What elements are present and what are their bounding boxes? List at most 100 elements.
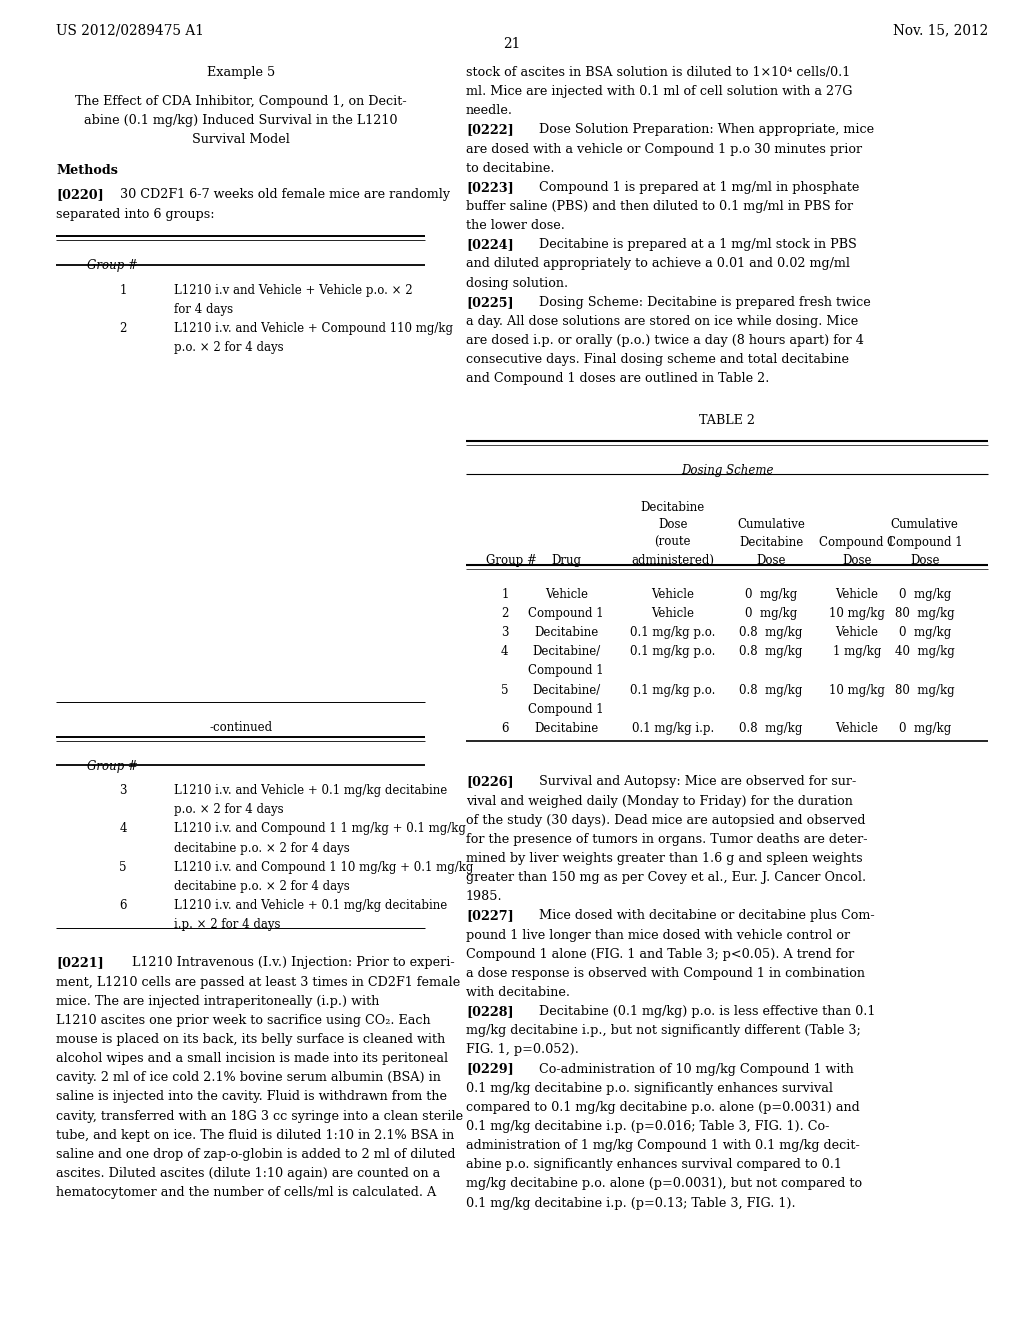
Text: [0220]: [0220] [56,189,104,202]
Text: for the presence of tumors in organs. Tumor deaths are deter-: for the presence of tumors in organs. Tu… [466,833,867,846]
Text: 0  mg/kg: 0 mg/kg [744,587,798,601]
Text: Methods: Methods [56,164,118,177]
Text: 2: 2 [501,607,509,620]
Text: Mice dosed with decitabine or decitabine plus Com-: Mice dosed with decitabine or decitabine… [527,909,874,923]
Text: to decitabine.: to decitabine. [466,161,554,174]
Text: mg/kg decitabine p.o. alone (p=0.0031), but not compared to: mg/kg decitabine p.o. alone (p=0.0031), … [466,1177,862,1191]
Text: L1210 Intravenous (I.v.) Injection: Prior to experi-: L1210 Intravenous (I.v.) Injection: Prio… [120,957,455,969]
Text: of the study (30 days). Dead mice are autopsied and observed: of the study (30 days). Dead mice are au… [466,813,865,826]
Text: L1210 i.v. and Compound 1 10 mg/kg + 0.1 mg/kg: L1210 i.v. and Compound 1 10 mg/kg + 0.1… [174,861,473,874]
Text: (route: (route [654,536,691,549]
Text: Group #: Group # [87,260,138,272]
Text: L1210 i.v. and Vehicle + 0.1 mg/kg decitabine: L1210 i.v. and Vehicle + 0.1 mg/kg decit… [174,784,447,797]
Text: [0222]: [0222] [466,123,514,136]
Text: a dose response is observed with Compound 1 in combination: a dose response is observed with Compoun… [466,966,865,979]
Text: and Compound 1 doses are outlined in Table 2.: and Compound 1 doses are outlined in Tab… [466,372,769,385]
Text: pound 1 live longer than mice dosed with vehicle control or: pound 1 live longer than mice dosed with… [466,928,850,941]
Text: 6: 6 [501,722,509,735]
Text: 0  mg/kg: 0 mg/kg [898,722,951,735]
Text: 0  mg/kg: 0 mg/kg [744,607,798,620]
Text: 10 mg/kg: 10 mg/kg [829,607,885,620]
Text: [0223]: [0223] [466,181,514,194]
Text: with decitabine.: with decitabine. [466,986,570,999]
Text: cavity. 2 ml of ice cold 2.1% bovine serum albumin (BSA) in: cavity. 2 ml of ice cold 2.1% bovine ser… [56,1072,441,1084]
Text: L1210 i.v and Vehicle + Vehicle p.o. × 2: L1210 i.v and Vehicle + Vehicle p.o. × 2 [174,284,413,297]
Text: 0.8  mg/kg: 0.8 mg/kg [739,684,803,697]
Text: administration of 1 mg/kg Compound 1 with 0.1 mg/kg decit-: administration of 1 mg/kg Compound 1 wit… [466,1139,860,1152]
Text: 0.1 mg/kg decitabine p.o. significantly enhances survival: 0.1 mg/kg decitabine p.o. significantly … [466,1081,833,1094]
Text: 5: 5 [501,684,509,697]
Text: Nov. 15, 2012: Nov. 15, 2012 [893,24,988,38]
Text: dosing solution.: dosing solution. [466,276,568,289]
Text: 1: 1 [119,284,127,297]
Text: p.o. × 2 for 4 days: p.o. × 2 for 4 days [174,804,284,816]
Text: 0.1 mg/kg p.o.: 0.1 mg/kg p.o. [630,684,716,697]
Text: Drug: Drug [551,554,582,568]
Text: 80  mg/kg: 80 mg/kg [895,607,954,620]
Text: 4: 4 [501,645,509,659]
Text: Compound 1: Compound 1 [819,536,895,549]
Text: [0226]: [0226] [466,775,514,788]
Text: abine (0.1 mg/kg) Induced Survival in the L1210: abine (0.1 mg/kg) Induced Survival in th… [84,114,397,127]
Text: 1985.: 1985. [466,890,503,903]
Text: 0.8  mg/kg: 0.8 mg/kg [739,722,803,735]
Text: decitabine p.o. × 2 for 4 days: decitabine p.o. × 2 for 4 days [174,842,350,854]
Text: Vehicle: Vehicle [836,587,879,601]
Text: US 2012/0289475 A1: US 2012/0289475 A1 [56,24,204,38]
Text: ml. Mice are injected with 0.1 ml of cell solution with a 27G: ml. Mice are injected with 0.1 ml of cel… [466,86,852,98]
Text: abine p.o. significantly enhances survival compared to 0.1: abine p.o. significantly enhances surviv… [466,1158,842,1171]
Text: greater than 150 mg as per Covey et al., Eur. J. Cancer Oncol.: greater than 150 mg as per Covey et al.,… [466,871,866,884]
Text: Co-administration of 10 mg/kg Compound 1 with: Co-administration of 10 mg/kg Compound 1… [527,1063,854,1076]
Text: buffer saline (PBS) and then diluted to 0.1 mg/ml in PBS for: buffer saline (PBS) and then diluted to … [466,199,853,213]
Text: Compound 1 is prepared at 1 mg/ml in phosphate: Compound 1 is prepared at 1 mg/ml in pho… [527,181,860,194]
Text: 2: 2 [119,322,127,335]
Text: 0  mg/kg: 0 mg/kg [898,626,951,639]
Text: hematocytomer and the number of cells/ml is calculated. A: hematocytomer and the number of cells/ml… [56,1187,436,1199]
Text: [0224]: [0224] [466,238,514,251]
Text: 0.1 mg/kg decitabine i.p. (p=0.016; Table 3, FIG. 1). Co-: 0.1 mg/kg decitabine i.p. (p=0.016; Tabl… [466,1119,829,1133]
Text: mouse is placed on its back, its belly surface is cleaned with: mouse is placed on its back, its belly s… [56,1034,445,1045]
Text: Compound 1: Compound 1 [528,607,604,620]
Text: [0227]: [0227] [466,909,514,923]
Text: The Effect of CDA Inhibitor, Compound 1, on Decit-: The Effect of CDA Inhibitor, Compound 1,… [75,95,407,108]
Text: mg/kg decitabine i.p., but not significantly different (Table 3;: mg/kg decitabine i.p., but not significa… [466,1024,860,1038]
Text: Survival Model: Survival Model [191,133,290,147]
Text: 0.1 mg/kg i.p.: 0.1 mg/kg i.p. [632,722,714,735]
Text: 3: 3 [119,784,127,797]
Text: Decitabine: Decitabine [641,500,705,513]
Text: are dosed i.p. or orally (p.o.) twice a day (8 hours apart) for 4: are dosed i.p. or orally (p.o.) twice a … [466,334,864,347]
Text: vival and weighed daily (Monday to Friday) for the duration: vival and weighed daily (Monday to Frida… [466,795,853,808]
Text: Group #: Group # [486,554,538,568]
Text: Decitabine is prepared at a 1 mg/ml stock in PBS: Decitabine is prepared at a 1 mg/ml stoc… [527,238,857,251]
Text: for 4 days: for 4 days [174,304,233,315]
Text: Vehicle: Vehicle [545,587,588,601]
Text: 1 mg/kg: 1 mg/kg [833,645,882,659]
Text: L1210 i.v. and Vehicle + 0.1 mg/kg decitabine: L1210 i.v. and Vehicle + 0.1 mg/kg decit… [174,899,447,912]
Text: cavity, transferred with an 18G 3 cc syringe into a clean sterile: cavity, transferred with an 18G 3 cc syr… [56,1110,464,1122]
Text: -continued: -continued [209,721,272,734]
Text: 40  mg/kg: 40 mg/kg [895,645,954,659]
Text: mice. The are injected intraperitoneally (i.p.) with: mice. The are injected intraperitoneally… [56,995,380,1007]
Text: Dose: Dose [658,519,687,532]
Text: Dosing Scheme: Decitabine is prepared fresh twice: Dosing Scheme: Decitabine is prepared fr… [527,296,871,309]
Text: 5: 5 [119,861,127,874]
Text: 4: 4 [119,822,127,836]
Text: 3: 3 [501,626,509,639]
Text: compared to 0.1 mg/kg decitabine p.o. alone (p=0.0031) and: compared to 0.1 mg/kg decitabine p.o. al… [466,1101,860,1114]
Text: mined by liver weights greater than 1.6 g and spleen weights: mined by liver weights greater than 1.6 … [466,851,862,865]
Text: Compound 1 alone (FIG. 1 and Table 3; p<0.05). A trend for: Compound 1 alone (FIG. 1 and Table 3; p<… [466,948,854,961]
Text: Example 5: Example 5 [207,66,274,79]
Text: Compound 1: Compound 1 [528,664,604,677]
Text: Vehicle: Vehicle [836,722,879,735]
Text: Dosing Scheme: Dosing Scheme [681,465,773,478]
Text: i.p. × 2 for 4 days: i.p. × 2 for 4 days [174,919,281,931]
Text: ascites. Diluted ascites (dilute 1:10 again) are counted on a: ascites. Diluted ascites (dilute 1:10 ag… [56,1167,440,1180]
Text: Decitabine/: Decitabine/ [532,684,600,697]
Text: saline and one drop of zap-o-globin is added to 2 ml of diluted: saline and one drop of zap-o-globin is a… [56,1148,456,1160]
Text: needle.: needle. [466,104,513,117]
Text: ment, L1210 cells are passed at least 3 times in CD2F1 female: ment, L1210 cells are passed at least 3 … [56,975,461,989]
Text: Decitabine/: Decitabine/ [532,645,600,659]
Text: Decitabine: Decitabine [535,722,598,735]
Text: 21: 21 [504,37,520,51]
Text: decitabine p.o. × 2 for 4 days: decitabine p.o. × 2 for 4 days [174,880,350,892]
